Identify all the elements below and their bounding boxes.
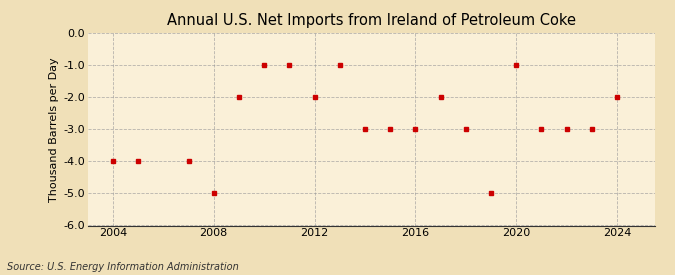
Y-axis label: Thousand Barrels per Day: Thousand Barrels per Day	[49, 57, 59, 202]
Text: Source: U.S. Energy Information Administration: Source: U.S. Energy Information Administ…	[7, 262, 238, 272]
Title: Annual U.S. Net Imports from Ireland of Petroleum Coke: Annual U.S. Net Imports from Ireland of …	[167, 13, 576, 28]
